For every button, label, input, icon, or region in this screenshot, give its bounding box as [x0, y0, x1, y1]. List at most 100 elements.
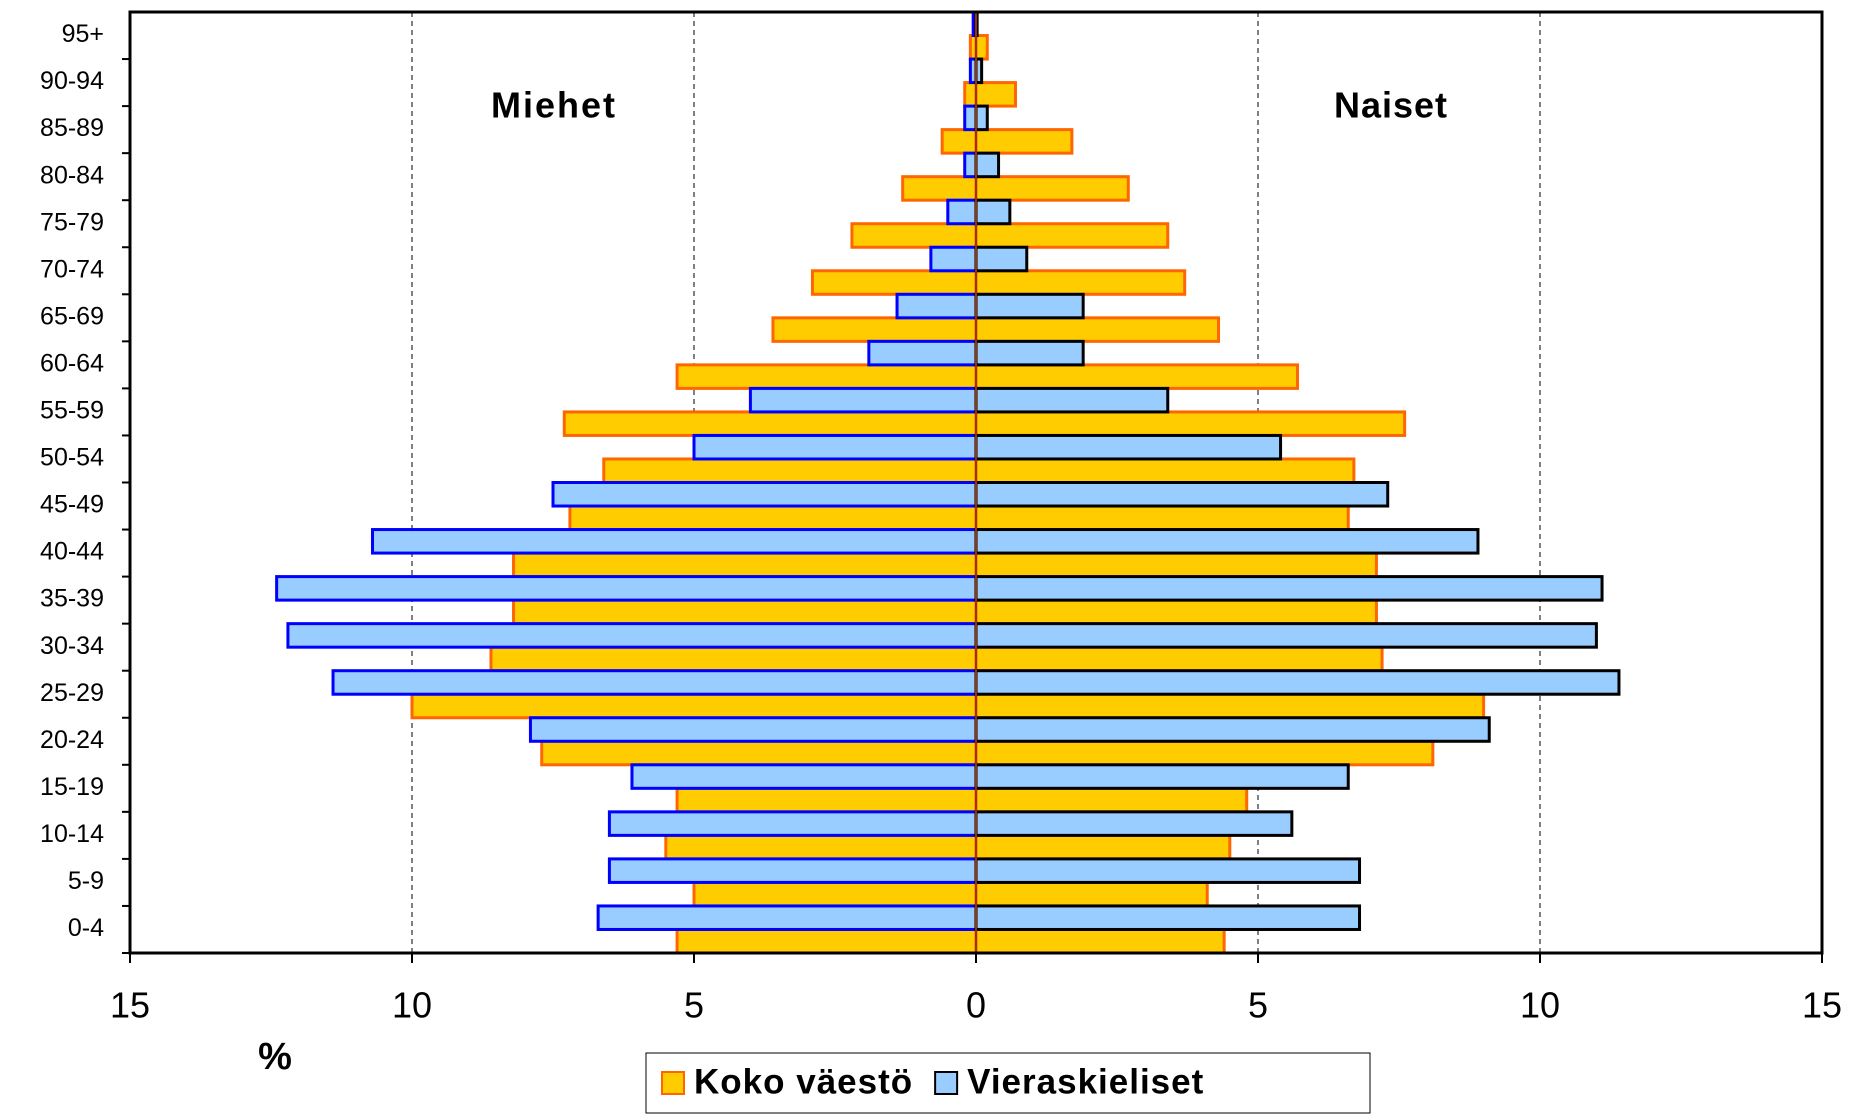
y-tick-label: 0-4 [68, 914, 104, 942]
bar [974, 316, 1221, 343]
bar [607, 857, 978, 884]
y-tick-label: 50-54 [40, 444, 104, 472]
bar [974, 692, 1486, 720]
bar [551, 481, 978, 508]
x-axis-label: % [258, 1036, 292, 1078]
legend-swatch [661, 1071, 685, 1095]
bar [974, 763, 1350, 790]
y-tick-label: 75-79 [40, 208, 104, 236]
bar [974, 292, 1085, 320]
bar [331, 669, 978, 696]
y-tick-label: 40-44 [40, 538, 104, 566]
bar [675, 927, 978, 955]
bar [929, 245, 978, 273]
bar [630, 763, 978, 790]
bar [410, 692, 978, 720]
bar [974, 575, 1604, 602]
bar [275, 575, 978, 602]
bar [974, 528, 1480, 555]
bar [974, 739, 1435, 767]
bar [974, 927, 1226, 955]
bar [607, 810, 978, 837]
bar [974, 880, 1209, 908]
x-tick-label: 5 [1248, 985, 1268, 1026]
x-tick-label: 10 [392, 985, 432, 1026]
y-tick-label: 90-94 [40, 67, 104, 95]
x-tick-label: 0 [966, 985, 986, 1026]
y-tick-label: 15-19 [40, 773, 104, 801]
legend-label: Koko väestö [694, 1062, 913, 1101]
bar [675, 786, 978, 814]
bar [540, 739, 978, 767]
y-tick-label: 55-59 [40, 397, 104, 425]
y-tick-label: 20-24 [40, 726, 104, 754]
bar [974, 481, 1390, 508]
bar [512, 551, 978, 579]
bar [664, 833, 978, 861]
bar [946, 198, 978, 226]
bar [963, 151, 978, 179]
bar [974, 128, 1074, 155]
y-tick-label: 70-74 [40, 255, 104, 283]
bar [974, 598, 1378, 626]
bar [974, 551, 1378, 579]
bar [974, 622, 1598, 649]
bar [371, 528, 978, 555]
bar [974, 245, 1029, 273]
bar [850, 222, 978, 249]
bar [940, 128, 978, 155]
y-tick-label: 45-49 [40, 491, 104, 519]
bar [568, 504, 978, 532]
bar [974, 339, 1085, 367]
bar [528, 716, 978, 743]
bar [748, 386, 978, 414]
bar [692, 880, 978, 908]
bar [810, 269, 978, 296]
bar [974, 363, 1299, 390]
y-tick-label: 80-84 [40, 161, 104, 189]
bar [974, 504, 1350, 532]
y-tick-label: 95+ [62, 20, 104, 48]
bar [974, 81, 1017, 108]
y-tick-label: 10-14 [40, 820, 104, 848]
bar [974, 410, 1407, 437]
bar [974, 386, 1170, 414]
bar [895, 292, 978, 320]
bar [675, 363, 978, 390]
bar [974, 904, 1362, 931]
bar [974, 457, 1356, 485]
bar [867, 339, 978, 367]
bar [692, 433, 978, 461]
bar [963, 81, 978, 108]
bar [771, 316, 978, 343]
bar [974, 269, 1187, 296]
bar [512, 598, 978, 626]
bar [602, 457, 978, 485]
bar [974, 786, 1249, 814]
bar [974, 151, 1001, 179]
x-tick-label: 10 [1520, 985, 1560, 1026]
y-tick-label: 85-89 [40, 114, 104, 142]
bar [974, 175, 1130, 202]
legend-swatch [934, 1071, 959, 1095]
bar [974, 833, 1232, 861]
bar [596, 904, 978, 931]
y-tick-label: 65-69 [40, 302, 104, 330]
bar [974, 198, 1012, 226]
bar [974, 433, 1283, 461]
bar [974, 810, 1294, 837]
y-tick-label: 60-64 [40, 349, 104, 377]
plot-frame [128, 10, 1824, 955]
y-tick-label: 35-39 [40, 585, 104, 613]
bar [974, 716, 1491, 743]
bar [286, 622, 978, 649]
left-label: Miehet [491, 85, 617, 126]
legend-label: Vieraskieliset [967, 1062, 1204, 1101]
x-tick-label: 5 [684, 985, 704, 1026]
right-label: Naiset [1334, 85, 1448, 126]
bar [963, 104, 978, 132]
bar [974, 222, 1170, 249]
bar [974, 104, 989, 132]
y-tick-label: 30-34 [40, 632, 104, 660]
